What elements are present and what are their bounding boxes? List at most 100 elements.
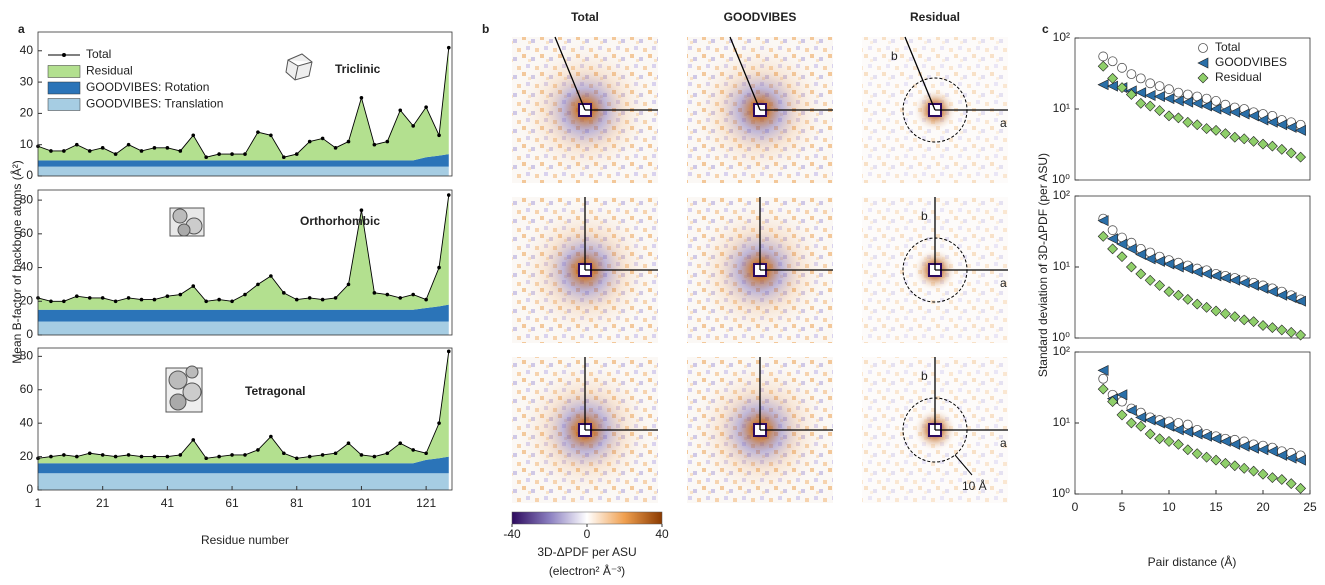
point xyxy=(1219,457,1231,469)
point xyxy=(282,291,286,295)
point xyxy=(1145,78,1156,89)
y-tick-label: 30 xyxy=(20,74,34,88)
point xyxy=(269,133,273,138)
point xyxy=(1210,103,1222,115)
point xyxy=(320,297,325,302)
point xyxy=(1125,417,1137,429)
point xyxy=(446,193,451,197)
point xyxy=(256,282,260,287)
panel-letter: b xyxy=(482,22,489,36)
x-tick-label: 121 xyxy=(416,496,436,510)
point xyxy=(385,451,390,456)
point xyxy=(87,149,92,153)
point xyxy=(1201,301,1213,313)
point xyxy=(1135,97,1147,109)
point xyxy=(1285,147,1297,159)
point xyxy=(113,454,118,459)
point xyxy=(1163,436,1175,447)
point xyxy=(191,133,196,138)
point xyxy=(1229,438,1241,450)
point xyxy=(1248,316,1260,328)
column-title: GOODVIBES xyxy=(724,10,797,24)
point xyxy=(217,297,221,302)
point xyxy=(1135,87,1147,99)
y-tick-label: 10⁰ xyxy=(1052,330,1070,344)
y-tick-label: 40 xyxy=(20,43,34,57)
colorbar-unit: (electron² Å⁻³) xyxy=(549,563,625,578)
point xyxy=(1238,108,1250,120)
point xyxy=(424,105,428,109)
point xyxy=(1163,286,1175,298)
legend-marker xyxy=(62,53,66,57)
point xyxy=(62,149,66,153)
point xyxy=(1200,268,1212,280)
plot-frame xyxy=(1074,351,1311,495)
y-tick-label: 40 xyxy=(20,260,34,274)
x-tick-label: 25 xyxy=(1303,500,1317,514)
y-tick-label: 80 xyxy=(20,349,34,363)
point xyxy=(1144,253,1156,265)
point xyxy=(1276,474,1288,485)
y-tick-label: 0 xyxy=(26,482,33,496)
point xyxy=(1191,448,1203,460)
point xyxy=(256,448,260,452)
point xyxy=(165,454,170,459)
point xyxy=(359,208,364,213)
legend-label: Total xyxy=(86,47,111,61)
point xyxy=(1200,430,1212,442)
point xyxy=(204,456,208,461)
colorbar-label: 3D-ΔPDF per ASU xyxy=(537,545,636,559)
x-tick-label: 21 xyxy=(96,496,110,510)
legend-swatch xyxy=(47,98,81,111)
point xyxy=(1247,110,1259,122)
point xyxy=(1135,249,1147,260)
colorbar-tick-label: 0 xyxy=(584,527,591,541)
point xyxy=(1163,258,1175,270)
y-tick-label: 10² xyxy=(1053,188,1070,202)
y-tick-label: 10² xyxy=(1053,344,1070,358)
point xyxy=(204,299,208,304)
point xyxy=(372,291,377,295)
point xyxy=(282,155,286,160)
point xyxy=(1116,251,1128,263)
legend-label: GOODVIBES xyxy=(1215,55,1287,69)
legend-label: GOODVIBES: Rotation xyxy=(86,80,209,94)
point xyxy=(62,299,66,304)
point xyxy=(1098,51,1109,62)
panel-title: Orthorhombic xyxy=(300,214,380,228)
point xyxy=(1135,268,1147,280)
point xyxy=(1191,119,1203,131)
point xyxy=(1257,282,1269,294)
point xyxy=(1182,444,1194,456)
resolution-circle xyxy=(902,237,968,303)
point xyxy=(1229,274,1241,286)
x-tick-label: 61 xyxy=(225,496,239,510)
x-axis-label: Pair distance (Å) xyxy=(1148,554,1237,569)
point xyxy=(1116,82,1128,94)
point xyxy=(1125,405,1137,416)
legend-marker xyxy=(1197,57,1209,69)
point xyxy=(113,299,118,304)
point xyxy=(191,438,196,442)
crystal-icons xyxy=(165,53,313,413)
panel-letter: c xyxy=(1042,22,1049,36)
point xyxy=(1294,295,1306,307)
resolution-circle xyxy=(902,77,968,143)
point xyxy=(1229,131,1241,143)
y-tick-label: 10¹ xyxy=(1053,101,1070,115)
legend-label: GOODVIBES: Translation xyxy=(86,97,223,111)
point xyxy=(1257,138,1269,150)
point xyxy=(446,45,451,50)
colorbar-tick-label: 40 xyxy=(655,527,669,541)
point xyxy=(424,297,428,302)
point xyxy=(49,149,53,153)
point xyxy=(1219,272,1231,284)
point xyxy=(243,292,247,297)
point xyxy=(152,454,157,459)
annotation-pointer xyxy=(954,454,973,476)
point xyxy=(1172,112,1184,124)
point xyxy=(87,451,92,456)
point xyxy=(126,453,131,457)
point xyxy=(1144,90,1156,101)
